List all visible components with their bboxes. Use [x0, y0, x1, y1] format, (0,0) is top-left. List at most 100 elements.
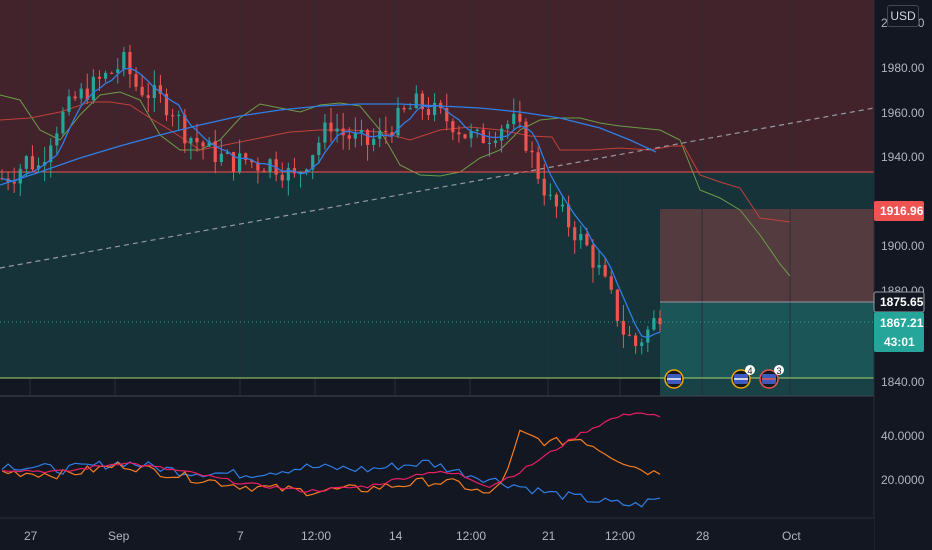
moving-average-slow [0, 103, 657, 186]
event-marker-2[interactable]: 4 [731, 365, 755, 389]
candle-body [603, 265, 607, 277]
candle-body [24, 156, 28, 169]
candle-body [317, 142, 321, 156]
candle-body [219, 153, 223, 163]
event-marker-1[interactable] [664, 369, 684, 389]
candle-body [311, 155, 315, 170]
candle-body [518, 113, 522, 122]
candle-body [231, 152, 236, 172]
cloud-line-red [0, 101, 791, 223]
candle-body [609, 276, 613, 290]
time-label-oct: Oct [782, 529, 801, 543]
time-label-28: 28 [696, 529, 710, 543]
candle-body [646, 329, 650, 343]
candle-body [591, 245, 595, 268]
candle-body [353, 132, 357, 139]
candle-body [207, 141, 211, 147]
oscillator-panel [0, 396, 874, 518]
cloud-line-green [0, 91, 791, 277]
entry-price-tag: 1875.65 [873, 291, 925, 313]
stop-loss-area [660, 209, 874, 302]
candle-body [365, 129, 370, 145]
candle-body [408, 108, 412, 110]
candle-body [524, 121, 528, 151]
candle-body [49, 145, 53, 163]
candle-body [12, 181, 16, 184]
candle-body [262, 170, 266, 172]
event-count: 4 [747, 366, 752, 376]
candle-body [627, 334, 632, 336]
candle-body [463, 134, 467, 139]
candle-body [18, 168, 22, 184]
oscillator-label-20: 20.0000 [881, 473, 925, 487]
last-price-tag: 1867.21 43:01 [874, 312, 924, 352]
time-label-7: 7 [237, 529, 244, 543]
candle-body [658, 318, 662, 325]
svg-text:1916.96: 1916.96 [880, 204, 924, 218]
candle-body [152, 85, 156, 98]
candle-body [560, 204, 565, 207]
candle-body [445, 108, 449, 122]
candle-body [372, 138, 376, 145]
svg-text:1875.65: 1875.65 [880, 295, 924, 309]
candle-body [640, 342, 644, 346]
candle-body [85, 88, 89, 101]
candle-body [451, 121, 455, 133]
candle-body [201, 142, 205, 147]
candle-body [567, 204, 571, 228]
candle-body [170, 115, 175, 117]
candle-body [110, 72, 114, 74]
oscillator-label-40: 40.0000 [881, 429, 925, 443]
candle-body [274, 159, 278, 175]
candle-body [548, 194, 552, 196]
candle-body [481, 129, 485, 144]
event-count: 3 [776, 366, 781, 376]
time-label-12-00-c: 12:00 [605, 529, 635, 543]
currency-button[interactable]: USD [887, 5, 919, 27]
time-label-12-00-b: 12:00 [456, 529, 486, 543]
candle-body [225, 152, 230, 154]
candle-body [414, 93, 418, 109]
candle-body [36, 165, 41, 170]
candle-body [475, 129, 479, 132]
candle-body [238, 153, 242, 172]
candle-body [298, 172, 303, 174]
time-axis[interactable] [0, 518, 874, 550]
candle-body [305, 169, 309, 173]
candle-body [499, 128, 504, 141]
candle-body [103, 72, 108, 79]
event-marker-3[interactable]: 3 [759, 365, 784, 389]
candle-body [335, 128, 339, 132]
candle-body [432, 102, 437, 116]
time-label-21: 21 [542, 529, 556, 543]
time-label-14: 14 [389, 529, 403, 543]
time-label-12-00-a: 12:00 [301, 529, 331, 543]
candle-body [30, 156, 35, 170]
candle-body [122, 51, 126, 70]
candle-body [213, 141, 217, 163]
resistance-zone [0, 0, 874, 172]
price-label-1980: 1980.00 [881, 61, 925, 75]
candle-body [140, 86, 144, 96]
candle-body [396, 107, 400, 136]
oscillator-line-blue [1, 459, 661, 508]
stop-loss-tag: 1916.96 [874, 201, 924, 221]
price-axis[interactable] [874, 0, 932, 550]
event-count-badge [774, 365, 784, 375]
candle-body [97, 76, 102, 79]
candle-body [347, 135, 351, 139]
candle-body [426, 109, 431, 116]
candle-body [573, 227, 577, 241]
candle-body [323, 122, 327, 143]
candle-body [530, 150, 534, 153]
candle-body [384, 130, 388, 133]
candle-body [244, 153, 248, 160]
candle-body [512, 113, 516, 125]
candle-body [280, 174, 284, 181]
candle-body [487, 142, 492, 144]
candle-body [536, 152, 540, 179]
candle-body [116, 69, 120, 73]
candle-body [73, 96, 77, 99]
candle-body [652, 318, 656, 330]
